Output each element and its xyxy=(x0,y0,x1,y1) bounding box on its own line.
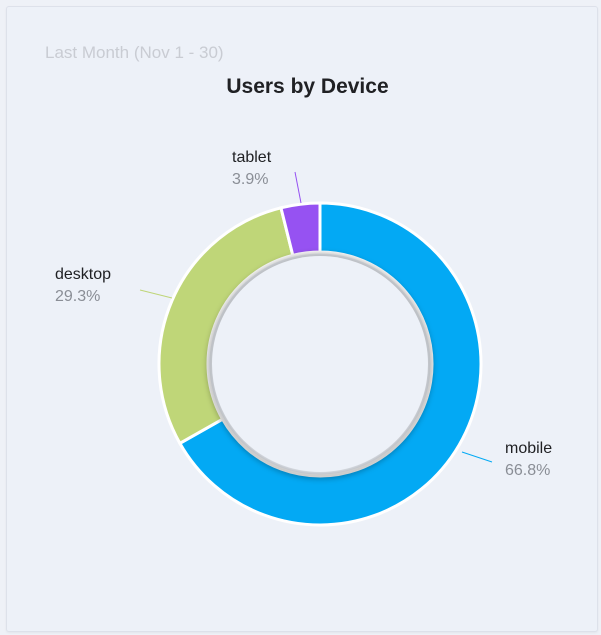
date-range-label: Last Month (Nov 1 - 30) xyxy=(45,43,224,62)
leader-line-tablet xyxy=(294,171,302,204)
donut-hole xyxy=(212,256,428,472)
leader-line-desktop xyxy=(139,289,173,299)
slice-value-desktop: 29.3% xyxy=(55,288,100,305)
slice-label-mobile: mobile xyxy=(505,440,552,457)
leader-line-mobile xyxy=(461,451,493,463)
slice-value-mobile: 66.8% xyxy=(505,462,550,479)
slice-label-desktop: desktop xyxy=(55,266,111,283)
chart-title: Users by Device xyxy=(226,75,389,98)
slice-value-tablet: 3.9% xyxy=(232,171,268,188)
slice-label-tablet: tablet xyxy=(232,149,272,166)
slice-tablet[interactable] xyxy=(279,201,322,258)
